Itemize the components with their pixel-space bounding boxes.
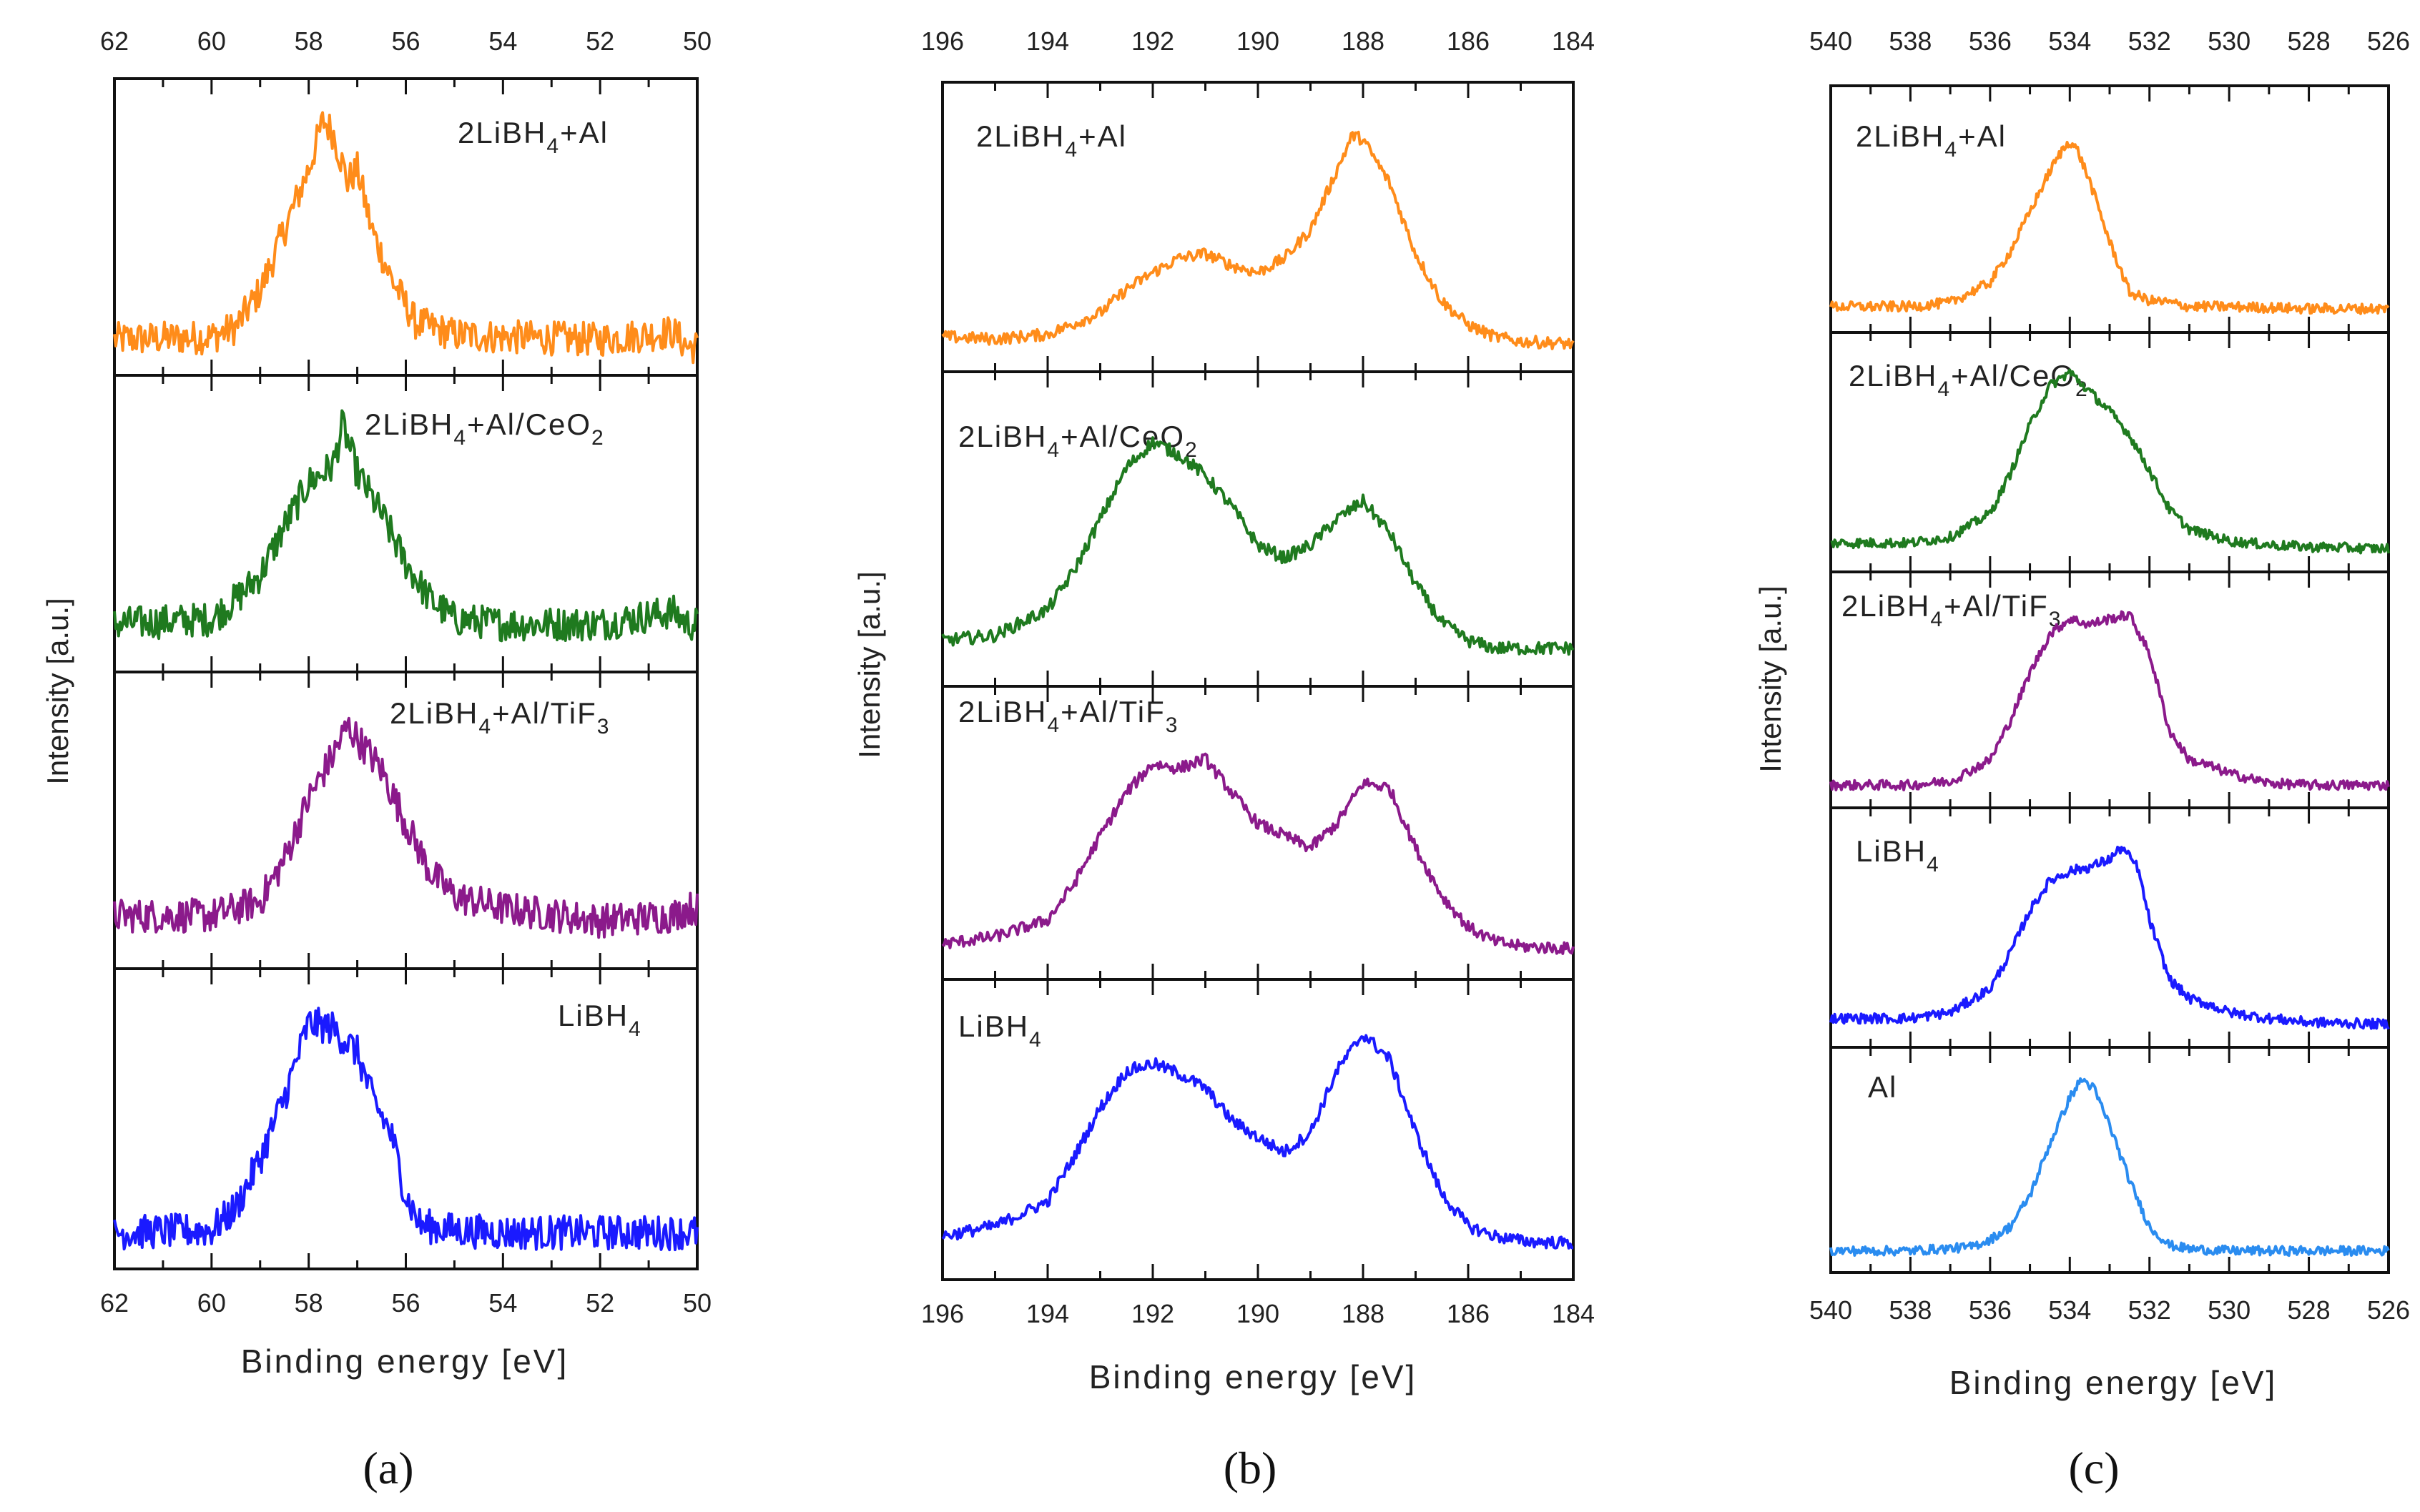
x-tick-label-top: 532 bbox=[2128, 26, 2171, 56]
series-line-2libh4-al-tif3 bbox=[1829, 610, 2390, 791]
x-tick-label-top: 538 bbox=[1889, 26, 1932, 56]
x-tick-label-bottom: 192 bbox=[1131, 1299, 1174, 1328]
panel-c-label-s2: 2LiBH4+Al/CeO2 bbox=[1849, 359, 2089, 401]
series-line-2libh4-al-tif3 bbox=[113, 716, 699, 939]
x-tick-label-bottom: 56 bbox=[391, 1288, 420, 1318]
panel-b-ylabel: Intensity [a.u.] bbox=[852, 571, 886, 758]
x-tick-label-top: 56 bbox=[391, 26, 420, 56]
panel-c: Intensity [a.u.] Binding energy [eV] (c)… bbox=[1753, 119, 2278, 1493]
x-tick-label-bottom: 528 bbox=[2288, 1295, 2331, 1325]
series-line-2libh4-al-ceo2 bbox=[113, 409, 699, 643]
panel-b-xlabel: Binding energy [eV] bbox=[1089, 1358, 1417, 1395]
panel-c-label-s1: 2LiBH4+Al bbox=[1856, 119, 2007, 162]
x-tick-label-top: 60 bbox=[197, 26, 226, 56]
x-tick-label-bottom: 60 bbox=[197, 1288, 226, 1318]
x-tick-label-bottom: 532 bbox=[2128, 1295, 2171, 1325]
series-line-2libh4-al-ceo2 bbox=[1830, 368, 2390, 555]
x-tick-label-top: 184 bbox=[1552, 26, 1595, 56]
x-tick-label-top: 530 bbox=[2208, 26, 2251, 56]
panel-c-xlabel: Binding energy [eV] bbox=[1949, 1364, 2278, 1401]
x-tick-label-top: 186 bbox=[1447, 26, 1490, 56]
x-tick-label-bottom: 188 bbox=[1342, 1299, 1384, 1328]
series-line-libh4 bbox=[113, 1007, 699, 1252]
x-tick-label-top: 188 bbox=[1342, 26, 1384, 56]
x-tick-label-bottom: 530 bbox=[2208, 1295, 2251, 1325]
series-line-libh4 bbox=[941, 1034, 1574, 1250]
panel-c-label-s3: 2LiBH4+Al/TiF3 bbox=[1841, 589, 2062, 631]
x-tick-label-bottom: 62 bbox=[100, 1288, 129, 1318]
panel-c-label-s4: LiBH4 bbox=[1856, 834, 1940, 876]
x-tick-label-bottom: 540 bbox=[1809, 1295, 1852, 1325]
x-tick-label-top: 50 bbox=[683, 26, 712, 56]
x-tick-label-bottom: 186 bbox=[1447, 1299, 1490, 1328]
panel-a-xlabel: Binding energy [eV] bbox=[241, 1343, 569, 1380]
series-line-2libh4-al bbox=[941, 130, 1575, 350]
x-tick-label-bottom: 54 bbox=[488, 1288, 517, 1318]
x-tick-label-top: 536 bbox=[1969, 26, 2012, 56]
plot-layer: 62 62 60 60 58 58 56 56 54 54 52 52 50 50 196 196 194 194… bbox=[100, 26, 2410, 1328]
x-tick-label-top: 528 bbox=[2288, 26, 2331, 56]
x-tick-label-top: 534 bbox=[2048, 26, 2091, 56]
panel-b-label-s3: 2LiBH4+Al/TiF3 bbox=[958, 695, 1179, 737]
panel-a-ylabel: Intensity [a.u.] bbox=[41, 598, 74, 784]
x-tick-label-top: 52 bbox=[586, 26, 614, 56]
x-tick-label-top: 526 bbox=[2367, 26, 2410, 56]
series-line-2libh4-al bbox=[1829, 141, 2390, 315]
panel-a-label-s3: 2LiBH4+Al/TiF3 bbox=[390, 696, 610, 738]
x-tick-label-bottom: 194 bbox=[1026, 1299, 1069, 1328]
panel-a-label-s4: LiBH4 bbox=[558, 999, 642, 1041]
panel-c-ylabel: Intensity [a.u.] bbox=[1753, 585, 1787, 772]
x-tick-label-top: 54 bbox=[488, 26, 517, 56]
panel-b-label-s2: 2LiBH4+Al/CeO2 bbox=[958, 420, 1199, 462]
x-tick-label-bottom: 190 bbox=[1236, 1299, 1279, 1328]
panel-b-tag: (b) bbox=[1224, 1443, 1277, 1493]
series-line-2libh4-al-tif3 bbox=[941, 752, 1575, 955]
panel-c-label-s5: Al bbox=[1868, 1070, 1897, 1104]
x-tick-label-bottom: 536 bbox=[1969, 1295, 2012, 1325]
panel-a-label-s2: 2LiBH4+Al/CeO2 bbox=[365, 407, 605, 450]
panel-a-tag: (a) bbox=[363, 1443, 413, 1493]
panel-b: Intensity [a.u.] Binding energy [eV] (b)… bbox=[852, 119, 1417, 1493]
series-line-2libh4-al-ceo2 bbox=[941, 436, 1575, 656]
panel-c-tag: (c) bbox=[2068, 1443, 2119, 1493]
x-tick-label-top: 62 bbox=[100, 26, 129, 56]
x-tick-label-bottom: 50 bbox=[683, 1288, 712, 1318]
x-tick-label-top: 190 bbox=[1236, 26, 1279, 56]
series-line-al bbox=[1829, 1077, 2390, 1257]
x-tick-label-top: 192 bbox=[1131, 26, 1174, 56]
x-tick-label-bottom: 58 bbox=[295, 1288, 323, 1318]
x-tick-label-bottom: 196 bbox=[921, 1299, 964, 1328]
x-tick-label-bottom: 52 bbox=[586, 1288, 614, 1318]
series-line-2libh4-al bbox=[113, 111, 699, 365]
x-tick-label-bottom: 534 bbox=[2048, 1295, 2091, 1325]
x-tick-label-top: 540 bbox=[1809, 26, 1852, 56]
x-tick-label-bottom: 526 bbox=[2367, 1295, 2410, 1325]
x-tick-label-top: 194 bbox=[1026, 26, 1069, 56]
series-line-libh4 bbox=[1829, 846, 2390, 1030]
panel-b-label-s1: 2LiBH4+Al bbox=[976, 119, 1127, 162]
panel-a-label-s1: 2LiBH4+Al bbox=[458, 116, 609, 158]
panel-2-frame bbox=[1829, 84, 2390, 1274]
x-tick-label-top: 58 bbox=[295, 26, 323, 56]
x-tick-label-bottom: 184 bbox=[1552, 1299, 1595, 1328]
x-tick-label-top: 196 bbox=[921, 26, 964, 56]
x-tick-label-bottom: 538 bbox=[1889, 1295, 1932, 1325]
panel-b-label-s4: LiBH4 bbox=[958, 1009, 1043, 1052]
panel-a: Intensity [a.u.] Binding energy [eV] (a)… bbox=[41, 116, 642, 1493]
